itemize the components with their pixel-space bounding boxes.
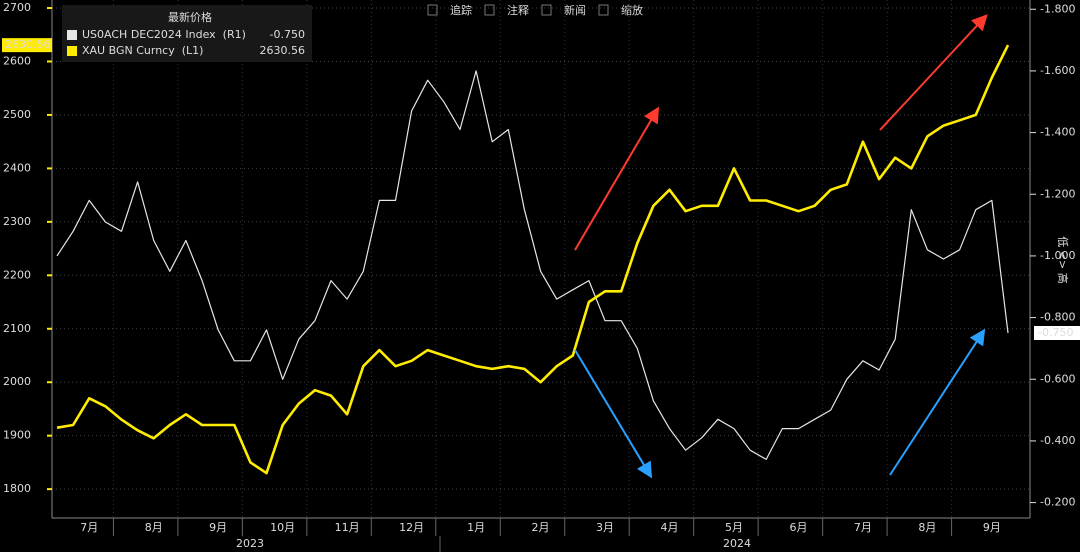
y-tick-label: 2400 xyxy=(3,161,31,174)
red-arrow xyxy=(879,14,988,131)
x-tick-label: 6月 xyxy=(789,521,807,534)
y-tick-label: 2600 xyxy=(3,54,31,67)
blue-arrow xyxy=(574,349,653,479)
toolbar-button[interactable]: 新闻 xyxy=(564,3,586,17)
y-tick-label: 2000 xyxy=(3,375,31,388)
y2-tick-label: -0.200 xyxy=(1040,496,1075,509)
value-tag-text: -0.750 xyxy=(1038,326,1073,339)
toolbar-icon xyxy=(541,4,552,16)
y2-tick-label: -1.400 xyxy=(1040,126,1075,139)
red-arrow xyxy=(574,106,660,251)
year-label: 2024 xyxy=(723,537,751,550)
y2-tick-label: -1.600 xyxy=(1040,64,1075,77)
toolbar-icon xyxy=(598,4,609,16)
toolbar-button[interactable]: 注释 xyxy=(507,3,529,17)
series-line xyxy=(56,44,1010,475)
y2-tick-label: -0.400 xyxy=(1040,434,1075,447)
x-tick-label: 5月 xyxy=(725,521,743,534)
x-tick-label: 4月 xyxy=(661,521,679,534)
y2-tick-label: -1.000 xyxy=(1040,249,1075,262)
x-tick-label: 12月 xyxy=(399,521,424,534)
y2-side-label: 低 <> 高 xyxy=(1056,236,1070,283)
y-tick-label: 2100 xyxy=(3,322,31,335)
y2-tick-label: -1.800 xyxy=(1040,2,1075,15)
y-tick-label: 1800 xyxy=(3,482,31,495)
y2-tick-label: -1.200 xyxy=(1040,187,1075,200)
legend-swatch xyxy=(67,30,77,40)
x-tick-label: 7月 xyxy=(80,521,98,534)
value-tag xyxy=(2,38,52,53)
legend-box xyxy=(62,5,312,62)
x-tick-label: 2月 xyxy=(532,521,550,534)
y-tick-label: 2700 xyxy=(3,1,31,14)
toolbar-icon xyxy=(427,4,438,16)
y-tick-label: 2500 xyxy=(3,108,31,121)
legend-title: 最新价格 xyxy=(168,10,212,24)
legend-swatch xyxy=(67,46,77,56)
y-tick-label: 2200 xyxy=(3,268,31,281)
x-tick-label: 9月 xyxy=(983,521,1001,534)
value-tag-text: 2630.56 xyxy=(5,38,51,51)
y2-tick-label: -0.600 xyxy=(1040,372,1075,385)
legend-value: -0.750 xyxy=(270,28,305,41)
x-tick-label: 3月 xyxy=(596,521,614,534)
toolbar-button[interactable]: 追踪 xyxy=(450,3,472,17)
x-tick-label: 10月 xyxy=(270,521,295,534)
x-tick-label: 11月 xyxy=(335,521,360,534)
blue-arrow xyxy=(889,328,986,476)
value-tag xyxy=(1034,326,1080,340)
x-tick-label: 1月 xyxy=(467,521,485,534)
year-label: 2023 xyxy=(236,537,264,550)
legend-value: 2630.56 xyxy=(260,44,306,57)
x-tick-label: 8月 xyxy=(918,521,936,534)
legend-label: US0ACH DEC2024 Index (R1) xyxy=(82,28,246,41)
x-tick-label: 9月 xyxy=(209,521,227,534)
toolbar-button[interactable]: 缩放 xyxy=(621,3,643,17)
y2-tick-label: -0.800 xyxy=(1040,311,1075,324)
toolbar-icon xyxy=(484,4,495,16)
x-tick-label: 8月 xyxy=(145,521,163,534)
legend-label: XAU BGN Curncy (L1) xyxy=(82,44,203,57)
x-tick-label: 7月 xyxy=(854,521,872,534)
series-line xyxy=(56,70,1009,460)
y-tick-label: 1900 xyxy=(3,429,31,442)
toolbar: 追踪 注释 新闻 缩放 xyxy=(427,3,643,17)
y-tick-label: 2300 xyxy=(3,215,31,228)
